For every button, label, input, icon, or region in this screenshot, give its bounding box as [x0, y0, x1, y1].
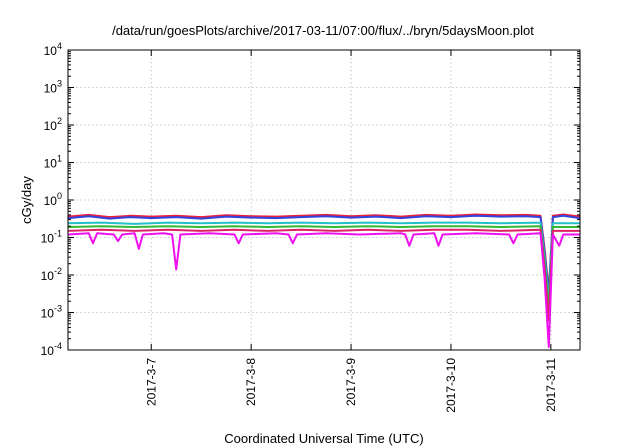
axes-layer: 10-4 10-3 10-2 10-1 100 101 102 103 104 2017-3-7 2…	[41, 41, 581, 413]
y-tick-label: 10-2	[41, 266, 62, 283]
y-tick-label: 10-3	[41, 304, 62, 321]
x-axis-label: Coordinated Universal Time (UTC)	[224, 431, 423, 446]
series-line	[67, 232, 580, 348]
y-tick-label: 10-4	[41, 341, 62, 358]
x-tick-label: 2017-3-10	[444, 358, 458, 413]
x-tick-label: 2017-3-11	[544, 358, 558, 412]
x-tick-label: 2017-3-7	[144, 358, 158, 406]
y-tick-label: 10-1	[41, 229, 62, 246]
y-tick-label: 103	[44, 79, 62, 96]
y-axis-label: cGy/day	[19, 176, 34, 224]
chart-title: /data/run/goesPlots/archive/2017-03-11/0…	[112, 23, 534, 38]
y-tick-label: 102	[44, 116, 62, 133]
series-layer	[67, 213, 581, 348]
y-tick-label: 101	[44, 154, 62, 171]
grid-layer	[68, 50, 580, 350]
y-tick-label: 104	[44, 41, 62, 58]
plot-frame	[67, 49, 581, 351]
series-line	[67, 225, 580, 311]
x-tick-label: 2017-3-8	[244, 358, 258, 406]
x-tick-label: 2017-3-9	[344, 358, 358, 406]
y-tick-label: 100	[44, 191, 62, 208]
